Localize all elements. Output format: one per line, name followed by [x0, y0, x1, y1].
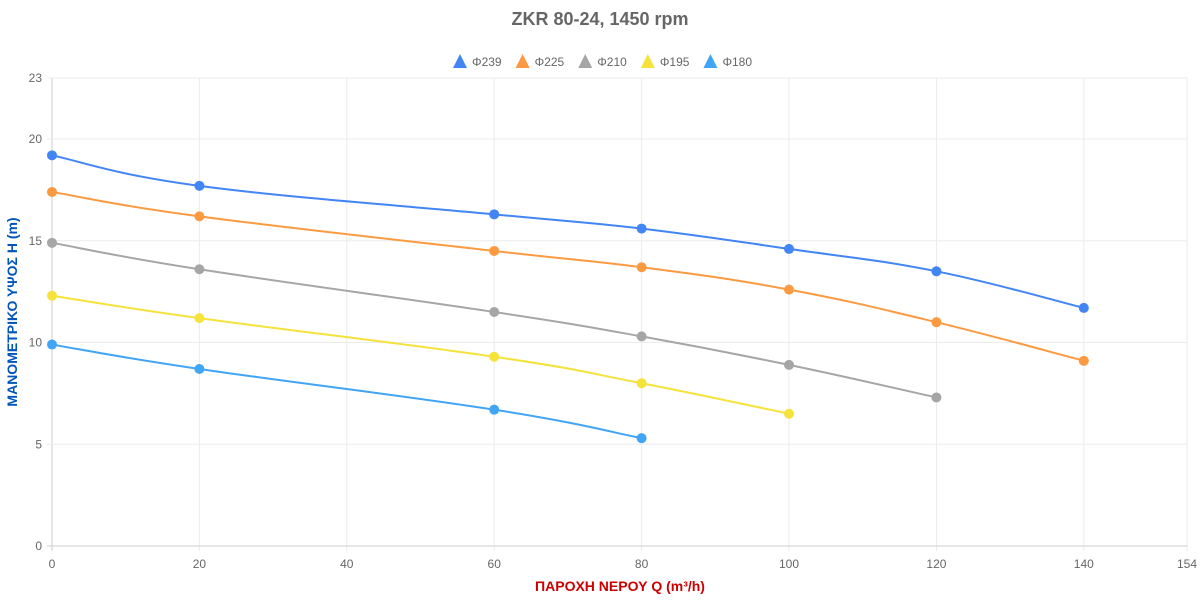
series-Φ210 [47, 237, 942, 403]
y-tick-label: 15 [29, 234, 43, 248]
data-point [931, 392, 942, 403]
data-point [489, 351, 500, 362]
data-point [636, 331, 647, 342]
data-point [1078, 302, 1089, 313]
data-point [784, 408, 795, 419]
y-tick-label: 10 [29, 336, 43, 350]
y-tick-label: 0 [35, 539, 42, 553]
y-tick-label: 23 [29, 71, 43, 85]
triangle-icon [640, 54, 655, 68]
y-tick-label: 5 [35, 437, 42, 451]
series-Φ225 [47, 186, 1089, 366]
series-line [51, 343, 642, 440]
triangle-icon [578, 54, 593, 68]
x-tick-label: 0 [49, 557, 56, 571]
legend-label: Φ239 [472, 55, 502, 69]
data-point [194, 180, 205, 191]
series-Φ239 [47, 150, 1089, 313]
axes: 0 20 40 60 80 100 120 140 154 0 5 10 15 20 23 [29, 71, 1198, 571]
legend-label: Φ195 [660, 55, 690, 69]
legend-item-Φ225: Φ225 [515, 54, 565, 69]
x-tick-label: 154 [1177, 557, 1197, 571]
data-point [784, 284, 795, 295]
legend-label: Φ225 [535, 55, 565, 69]
data-point [194, 211, 205, 222]
x-tick-label: 20 [193, 557, 207, 571]
data-point [489, 245, 500, 256]
data-point [931, 317, 942, 328]
x-tick-label: 100 [779, 557, 799, 571]
data-point [636, 223, 647, 234]
triangle-icon [453, 54, 467, 68]
data-point [47, 237, 57, 248]
data-point [636, 433, 647, 444]
legend-label: Φ180 [722, 55, 752, 69]
series-line [51, 241, 937, 399]
series-Φ195 [47, 290, 795, 419]
data-point [47, 290, 57, 301]
x-tick-label: 60 [488, 557, 502, 571]
legend-item-Φ210: Φ210 [578, 54, 627, 69]
grid [47, 77, 1188, 551]
y-axis-label: ΜΑΝΟΜΕΤΡΙΚΟ ΥΨΟΣ Η (m) [4, 217, 20, 406]
series-group [47, 150, 1089, 444]
data-point [489, 209, 500, 220]
data-point [47, 150, 57, 161]
x-tick-label: 120 [926, 557, 946, 571]
legend-item-Φ180: Φ180 [703, 54, 752, 69]
series-Φ180 [47, 339, 647, 444]
x-axis-label: ΠΑΡΟΧΗ ΝΕΡΟΥ Q (m³/h) [535, 578, 705, 594]
data-point [47, 339, 57, 350]
x-tick-label: 80 [635, 557, 649, 571]
y-tick-label: 20 [29, 132, 43, 146]
data-point [489, 307, 500, 317]
data-point [784, 359, 795, 370]
legend-item-Φ195: Φ195 [640, 54, 690, 69]
series-line [51, 190, 1085, 362]
data-point [931, 266, 942, 277]
data-point [194, 264, 205, 275]
data-point [47, 186, 57, 197]
triangle-icon [515, 54, 530, 68]
x-tick-label: 40 [340, 557, 354, 571]
data-point [784, 243, 795, 254]
chart-title: ZKR 80-24, 1450 rpm [511, 9, 688, 29]
x-tick-label: 140 [1074, 557, 1094, 571]
data-point [636, 262, 647, 273]
legend-item-Φ239: Φ239 [453, 54, 502, 69]
data-point [489, 404, 500, 415]
series-line [51, 154, 1085, 309]
data-point [194, 313, 205, 324]
triangle-icon [703, 54, 718, 68]
series-line [51, 294, 790, 415]
legend-label: Φ210 [597, 55, 627, 69]
data-point [194, 363, 205, 374]
data-point [636, 378, 647, 389]
data-point [1078, 355, 1089, 366]
legend: Φ239 Φ225 Φ210 Φ195 Φ180 [453, 54, 752, 69]
